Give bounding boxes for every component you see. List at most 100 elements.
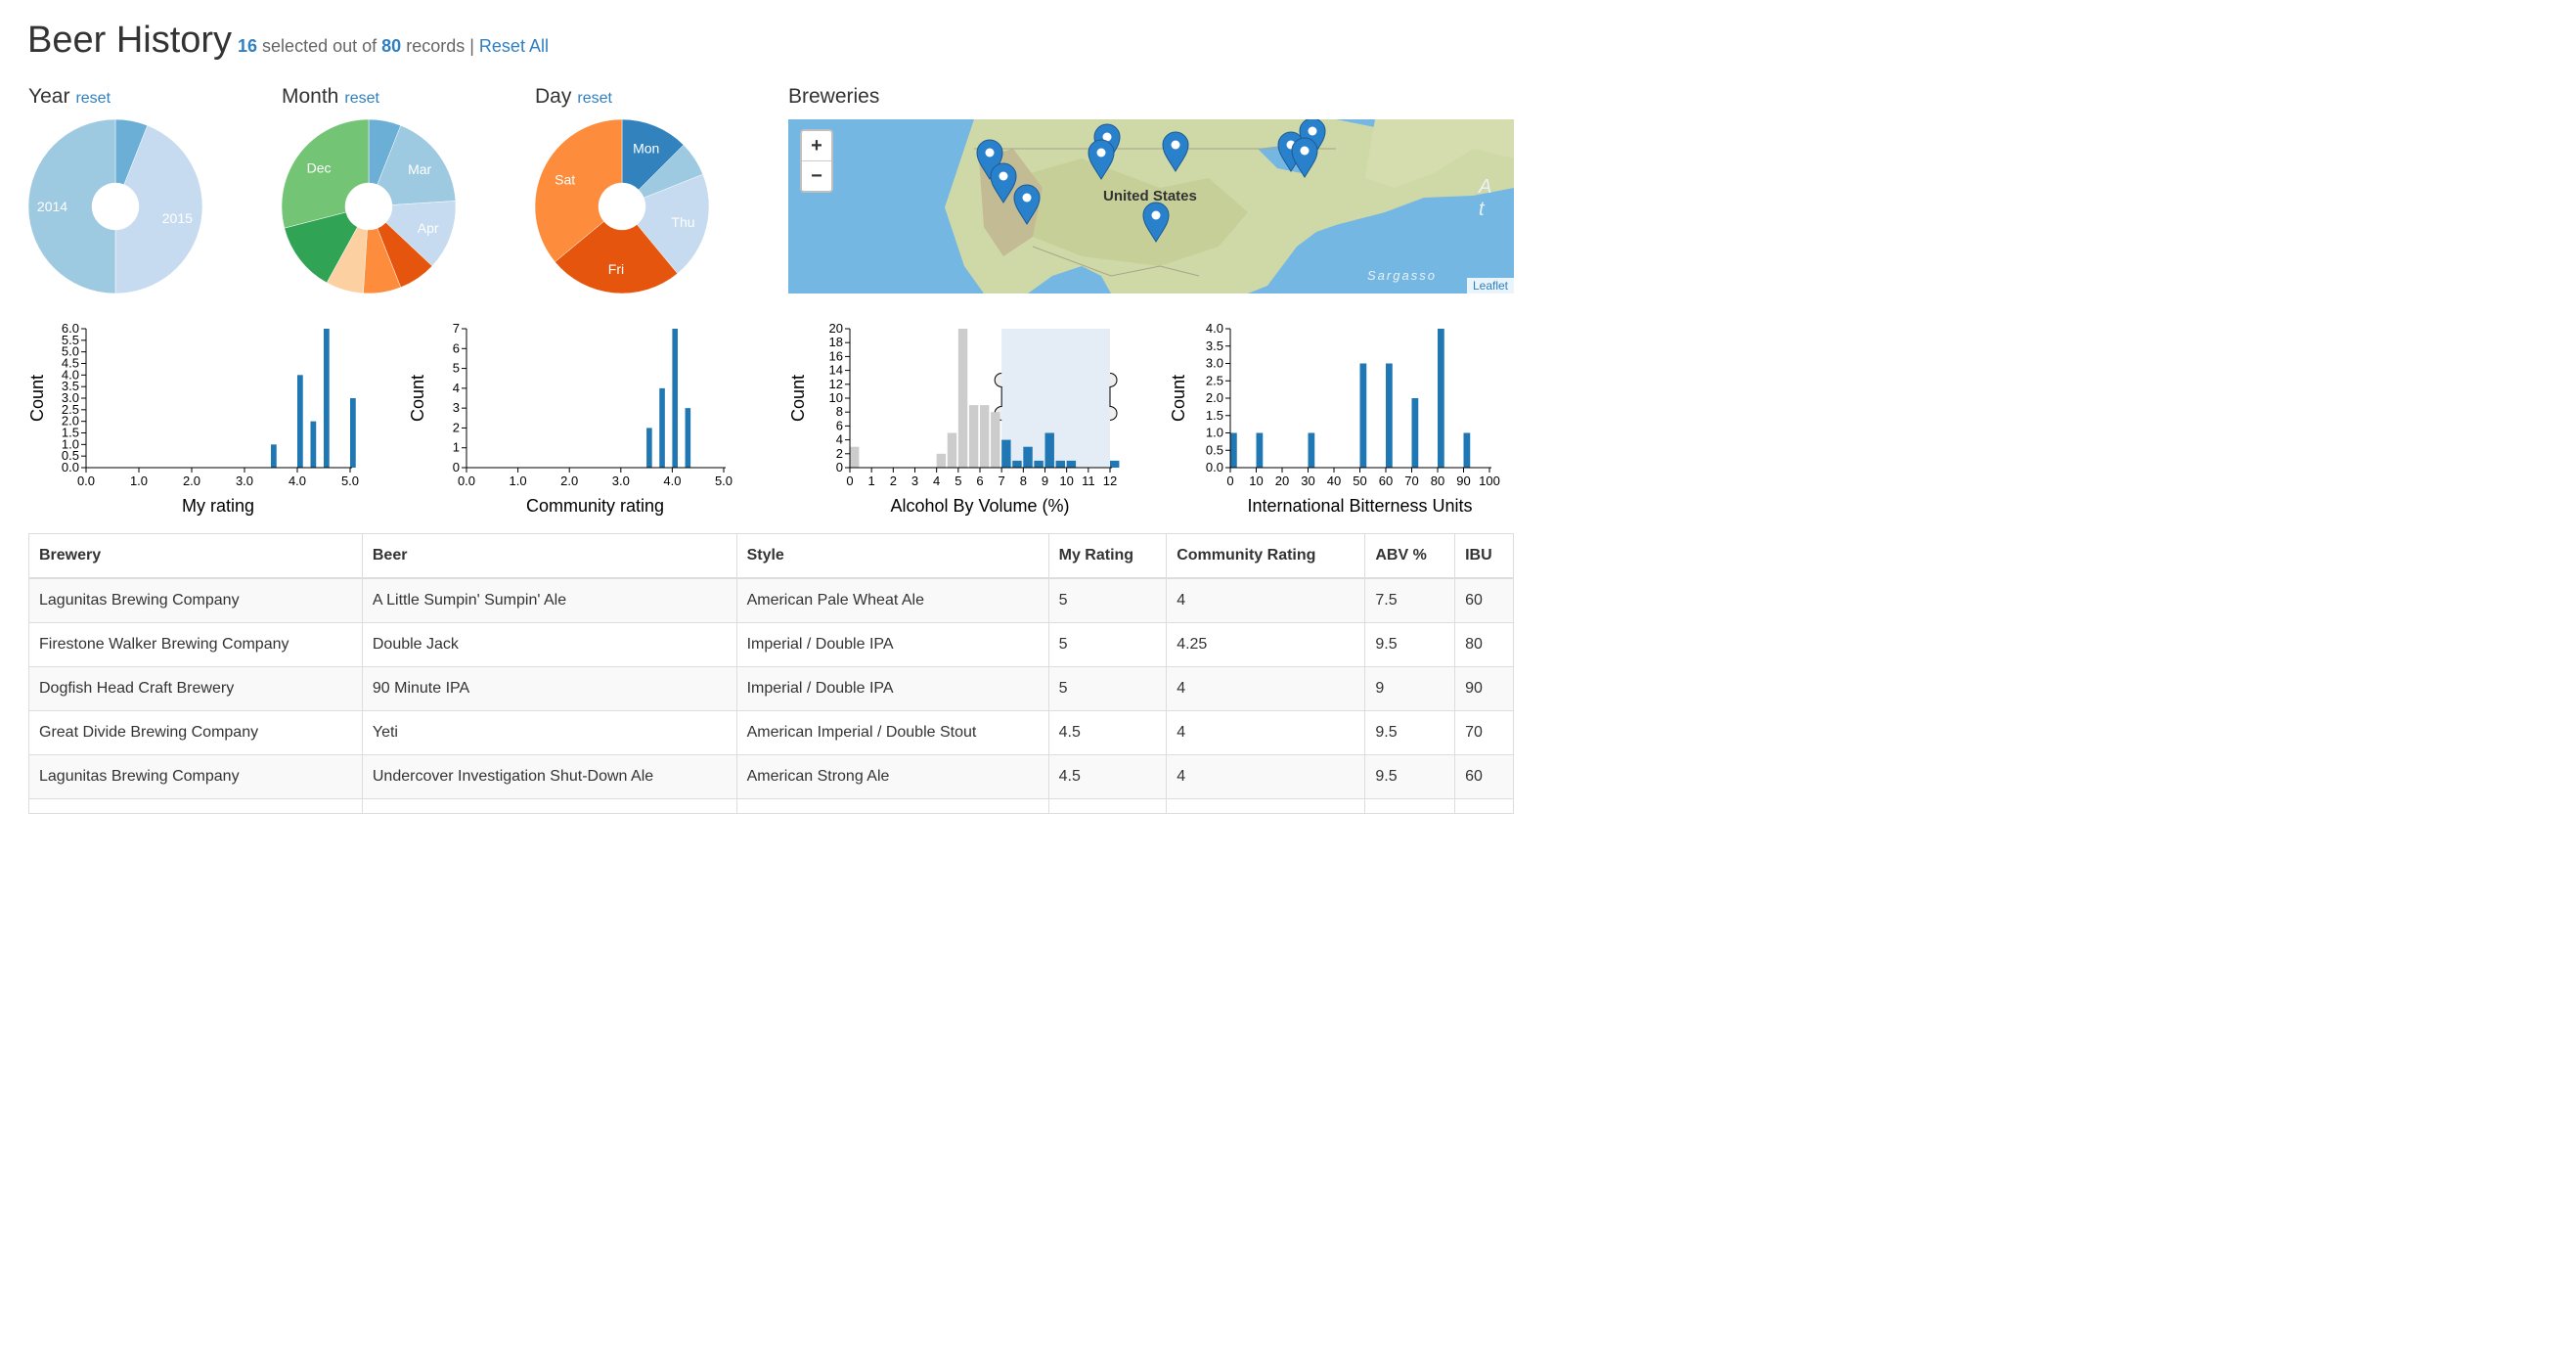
table-row[interactable] <box>28 798 1514 814</box>
histogram-bar[interactable] <box>968 405 979 468</box>
histogram-bar[interactable] <box>980 405 990 468</box>
table-header-cell[interactable]: IBU <box>1454 533 1514 579</box>
histogram-bar[interactable] <box>350 398 356 468</box>
histogram-bar[interactable] <box>1359 363 1367 469</box>
year-reset-link[interactable]: reset <box>75 90 111 107</box>
histogram-bar[interactable] <box>297 375 303 468</box>
histogram-bar[interactable] <box>672 329 678 468</box>
table-header-cell[interactable]: Brewery <box>28 533 363 579</box>
y-tick-label: 1.5 <box>1206 408 1223 423</box>
y-tick-label: 4.5 <box>62 356 79 371</box>
table-row[interactable]: Lagunitas Brewing Company Undercover Inve… <box>28 754 1514 799</box>
map-land-shading <box>1013 158 1248 266</box>
breweries-map[interactable]: + − United States Sargasso A t Leaflet <box>788 119 1514 293</box>
y-tick-label: 3.5 <box>1206 338 1223 353</box>
year-pie-chart[interactable]: 2015 2014 <box>27 118 203 294</box>
histogram-bar[interactable] <box>1034 460 1044 468</box>
histogram-bar[interactable] <box>1023 446 1033 468</box>
y-tick-label: 4.0 <box>1206 321 1223 336</box>
brewery-marker-icon[interactable] <box>1088 139 1115 180</box>
histogram-bar[interactable] <box>271 444 277 468</box>
pie-slice[interactable] <box>385 201 457 267</box>
beer-table: Brewery Beer Style My Rating Community Ratin… <box>28 533 1514 814</box>
table-cell: 9.5 <box>1364 710 1456 755</box>
pie-slice[interactable] <box>555 220 679 294</box>
histogram-bar[interactable] <box>1438 329 1444 468</box>
histogram-bar[interactable] <box>947 432 957 469</box>
brewery-marker-icon[interactable] <box>976 139 1003 180</box>
x-tick-label: 3.0 <box>236 474 253 488</box>
table-header-cell[interactable]: Style <box>735 533 1049 579</box>
pie-slice[interactable] <box>284 211 358 284</box>
table-cell: American Strong Ale <box>735 754 1049 799</box>
table-cell: 5 <box>1047 666 1168 711</box>
histogram-bar[interactable] <box>659 387 665 468</box>
table-cell: Yeti <box>361 710 737 755</box>
histogram-bar[interactable] <box>310 421 317 468</box>
day-pie-chart[interactable]: Mon Thu Fri Sat <box>534 118 710 294</box>
histogram-bar[interactable] <box>685 408 691 468</box>
month-reset-link[interactable]: reset <box>344 90 379 107</box>
histogram-bar[interactable] <box>1110 460 1120 468</box>
table-header-cell[interactable]: ABV % <box>1364 533 1456 579</box>
histogram-bar[interactable] <box>324 329 330 468</box>
y-tick-label: 4.0 <box>62 367 79 382</box>
community-rating-chart[interactable]: 0.0 1.0 2.0 3.0 4.0 5.0 0 1 2 3 4 5 6 7 Community rati… <box>408 319 740 524</box>
histogram-bar[interactable] <box>936 453 947 468</box>
ibu-chart[interactable]: 0 10 20 30 40 50 60 70 80 90 100 0.0 0.5 1.0 1.5 2.0 2.5… <box>1169 319 1501 524</box>
pie-slice[interactable] <box>534 118 623 263</box>
y-tick-label: 6 <box>836 418 843 432</box>
histogram-bar[interactable] <box>1308 432 1315 469</box>
table-row[interactable]: Dogfish Head Craft Brewery 90 Minute IPA I… <box>28 666 1514 711</box>
abv-chart[interactable]: 0 1 2 3 4 5 6 7 8 9 10 11 1202468101214161820Alcohol… <box>788 319 1126 524</box>
table-row[interactable]: Great Divide Brewing Company Yeti American… <box>28 710 1514 755</box>
brewery-marker-icon[interactable] <box>1291 137 1318 178</box>
table-row[interactable]: Firestone Walker Brewing Company Double J… <box>28 622 1514 667</box>
reset-all-link[interactable]: Reset All <box>478 36 549 56</box>
histogram-bar[interactable] <box>1463 432 1471 469</box>
my-rating-chart[interactable]: 0.0 1.0 2.0 3.0 4.0 5.00.00.51.01.52.02.53.03… <box>27 319 360 524</box>
pie-slice-label: Thu <box>671 214 694 230</box>
y-tick-label: 20 <box>829 321 843 336</box>
histogram-bar[interactable] <box>957 329 968 468</box>
table-header-cell[interactable]: Beer <box>361 533 737 579</box>
map-attribution-link[interactable]: Leaflet <box>1466 278 1514 293</box>
brewery-marker-icon[interactable] <box>1142 202 1170 243</box>
brewery-marker-icon[interactable] <box>1162 131 1189 172</box>
pie-slice-label: Fri <box>608 261 624 277</box>
histogram-bar[interactable] <box>1256 432 1264 469</box>
brush-handle[interactable] <box>1109 372 1118 421</box>
histogram-bar[interactable] <box>1044 432 1054 469</box>
month-pie-chart[interactable]: Mar Apr Dec <box>281 118 457 294</box>
histogram-bar[interactable] <box>1066 460 1077 468</box>
histogram-bar[interactable] <box>850 446 860 468</box>
table-header-cell[interactable]: Community Rating <box>1166 533 1366 579</box>
y-tick-label: 6.0 <box>62 321 79 336</box>
pie-slice[interactable] <box>114 124 203 294</box>
pie-slice[interactable] <box>636 173 710 274</box>
brewery-marker-icon[interactable] <box>990 162 1017 203</box>
table-header-cell[interactable]: My Rating <box>1047 533 1168 579</box>
pie-slice[interactable] <box>27 118 116 294</box>
x-tick-label: 2 <box>890 474 897 488</box>
pie-slice[interactable] <box>377 124 457 205</box>
histogram-bar[interactable] <box>1055 460 1066 468</box>
histogram-bar[interactable] <box>1386 363 1393 469</box>
zoom-in-button[interactable]: + <box>802 131 831 161</box>
brewery-marker-icon[interactable] <box>1013 184 1041 225</box>
map-label-ocean: A t <box>1479 176 1496 220</box>
pie-slice[interactable] <box>281 118 370 229</box>
table-cell <box>1454 798 1514 814</box>
histogram-bar[interactable] <box>1411 398 1419 468</box>
x-tick-label: 1 <box>868 474 875 488</box>
histogram-bar[interactable] <box>646 428 652 468</box>
histogram-bar[interactable] <box>1012 460 1022 468</box>
day-reset-link[interactable]: reset <box>577 90 612 107</box>
histogram-bar[interactable] <box>991 412 1000 468</box>
map-borders <box>974 148 1336 277</box>
histogram-bar[interactable] <box>1001 439 1011 468</box>
brush-extent[interactable] <box>1001 329 1110 468</box>
table-row[interactable]: Lagunitas Brewing Company A Little Sumpin… <box>28 577 1514 623</box>
zoom-out-button[interactable]: − <box>811 165 822 187</box>
histogram-bar[interactable] <box>1230 432 1237 469</box>
